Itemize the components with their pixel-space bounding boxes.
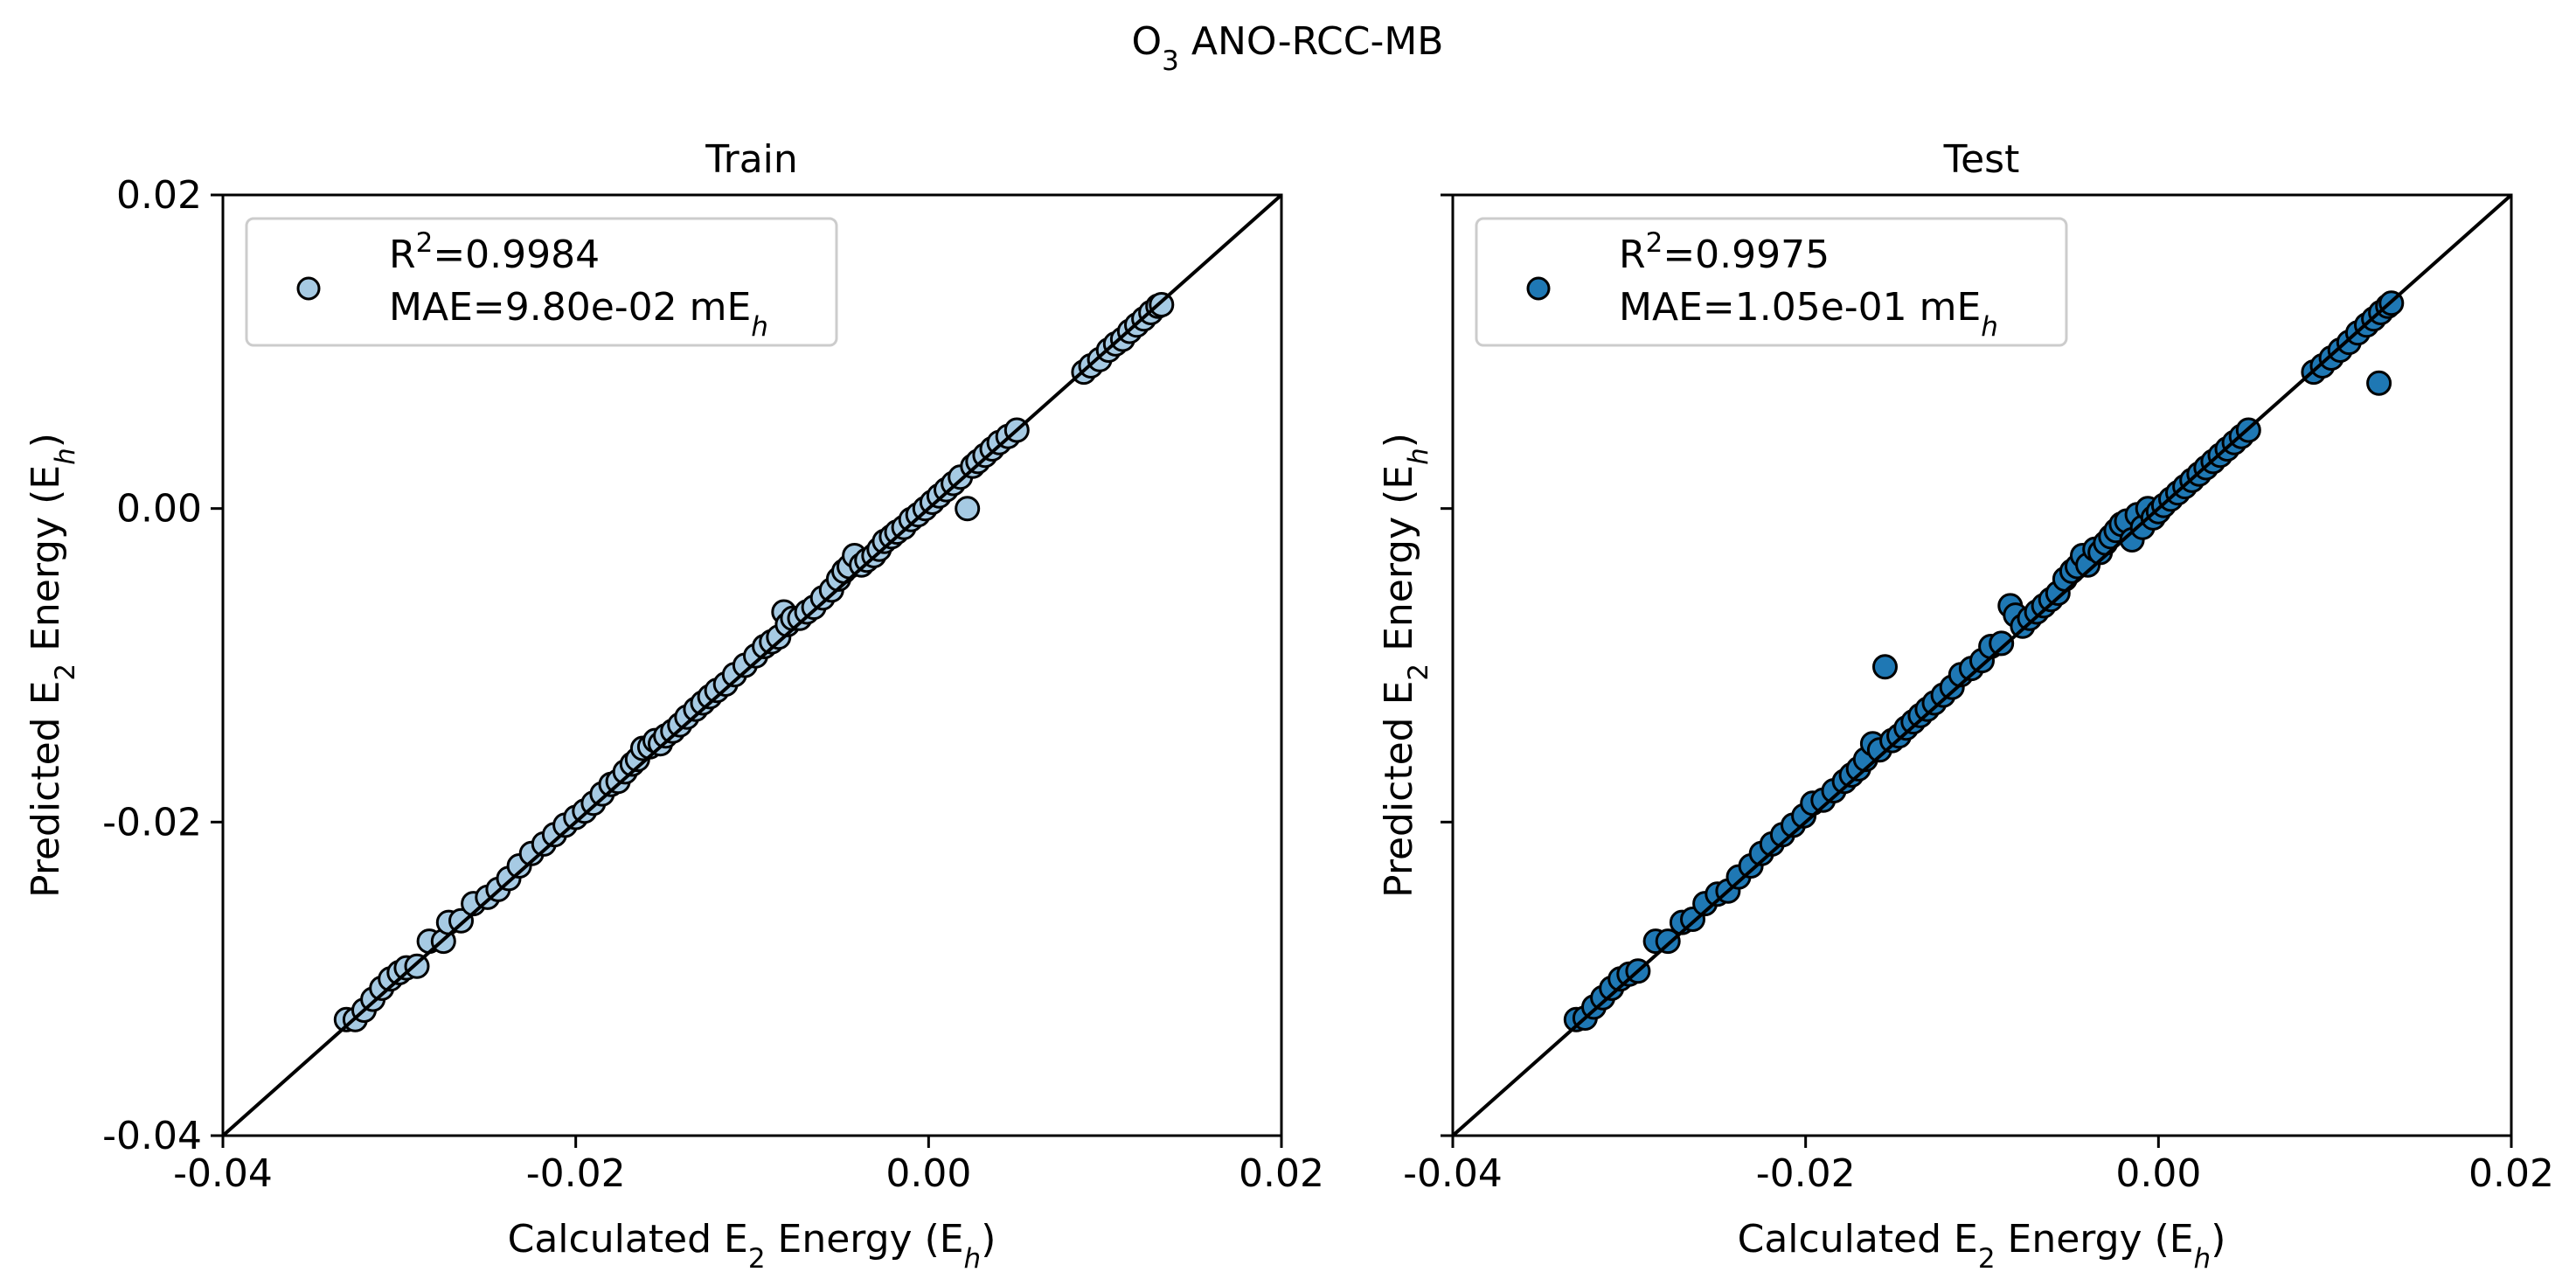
train-ytick-label-3: 0.02 bbox=[116, 173, 202, 218]
train-xtick-label-3: 0.02 bbox=[1239, 1151, 1324, 1196]
test-xlabel: Calculated E2 Energy (Eh) bbox=[1738, 1217, 2226, 1275]
test-legend: R2=0.9975 MAE=1.05e-01 mEh bbox=[1475, 217, 2068, 347]
train-xtick-label-2: 0.00 bbox=[885, 1151, 971, 1196]
train-ytick-label-2: 0.00 bbox=[116, 487, 202, 532]
train-xtick-label-1: -0.02 bbox=[526, 1151, 626, 1196]
train-ytick-label-1: -0.02 bbox=[102, 800, 202, 845]
train-ticks: -0.04 -0.02 0.00 0.02 -0.04 -0.02 0.00 0.02 bbox=[102, 173, 1324, 1196]
train-xlabel: Calculated E2 Energy (Eh) bbox=[508, 1217, 996, 1275]
train-legend-r2: R2=0.9984 bbox=[389, 227, 600, 277]
test-identity-line bbox=[1451, 193, 2513, 1137]
train-identity-line bbox=[221, 193, 1283, 1137]
test-axes-frame bbox=[1451, 193, 2513, 1137]
train-point-97 bbox=[1149, 292, 1175, 317]
train-point-8 bbox=[404, 953, 430, 979]
train-legend-mae: MAE=9.80e-02 mEh bbox=[389, 285, 768, 343]
train-ytick-label-0: -0.04 bbox=[102, 1114, 202, 1158]
test-xtick-label-3: 0.02 bbox=[2468, 1151, 2554, 1196]
train-legend-marker bbox=[296, 276, 321, 301]
test-point-45 bbox=[1989, 630, 2015, 657]
test-point-9 bbox=[1655, 928, 1681, 955]
test-legend-marker bbox=[1526, 276, 1551, 301]
test-ticks: -0.04 -0.02 0.00 0.02 bbox=[1403, 193, 2554, 1196]
test-panel: Test -0.04 -0.02 0.00 0.02 R2=0.9975 MAE=1.… bbox=[1377, 137, 2554, 1275]
test-xtick-label-1: -0.02 bbox=[1756, 1151, 1856, 1196]
train-title: Train bbox=[705, 137, 798, 182]
train-ylabel: Predicted E2 Energy (Eh) bbox=[24, 433, 81, 898]
test-legend-r2: R2=0.9975 bbox=[1619, 227, 1830, 277]
test-ylabel: Predicted E2 Energy (Eh) bbox=[1377, 433, 1434, 898]
train-xtick-label-0: -0.04 bbox=[173, 1151, 273, 1196]
test-point-93 bbox=[2366, 370, 2392, 396]
train-point-78 bbox=[955, 496, 981, 522]
train-legend: R2=0.9984 MAE=9.80e-02 mEh bbox=[245, 217, 838, 347]
train-legend-box bbox=[245, 217, 838, 347]
test-title: Test bbox=[1943, 137, 2020, 182]
train-point-12 bbox=[448, 907, 474, 934]
train-axes-frame bbox=[221, 193, 1283, 1137]
test-legend-mae: MAE=1.05e-01 mEh bbox=[1619, 285, 1998, 343]
figure-title: O3 ANO-RCC-MB bbox=[1132, 19, 1444, 77]
train-panel: Train -0.04 -0.02 0.00 0.02 -0.04 -0.02 0.00 0.… bbox=[24, 137, 1324, 1275]
test-xtick-label-2: 0.00 bbox=[2115, 1151, 2201, 1196]
test-xtick-label-0: -0.04 bbox=[1403, 1151, 1503, 1196]
test-point-31 bbox=[1872, 654, 1898, 680]
test-legend-box bbox=[1475, 217, 2068, 347]
